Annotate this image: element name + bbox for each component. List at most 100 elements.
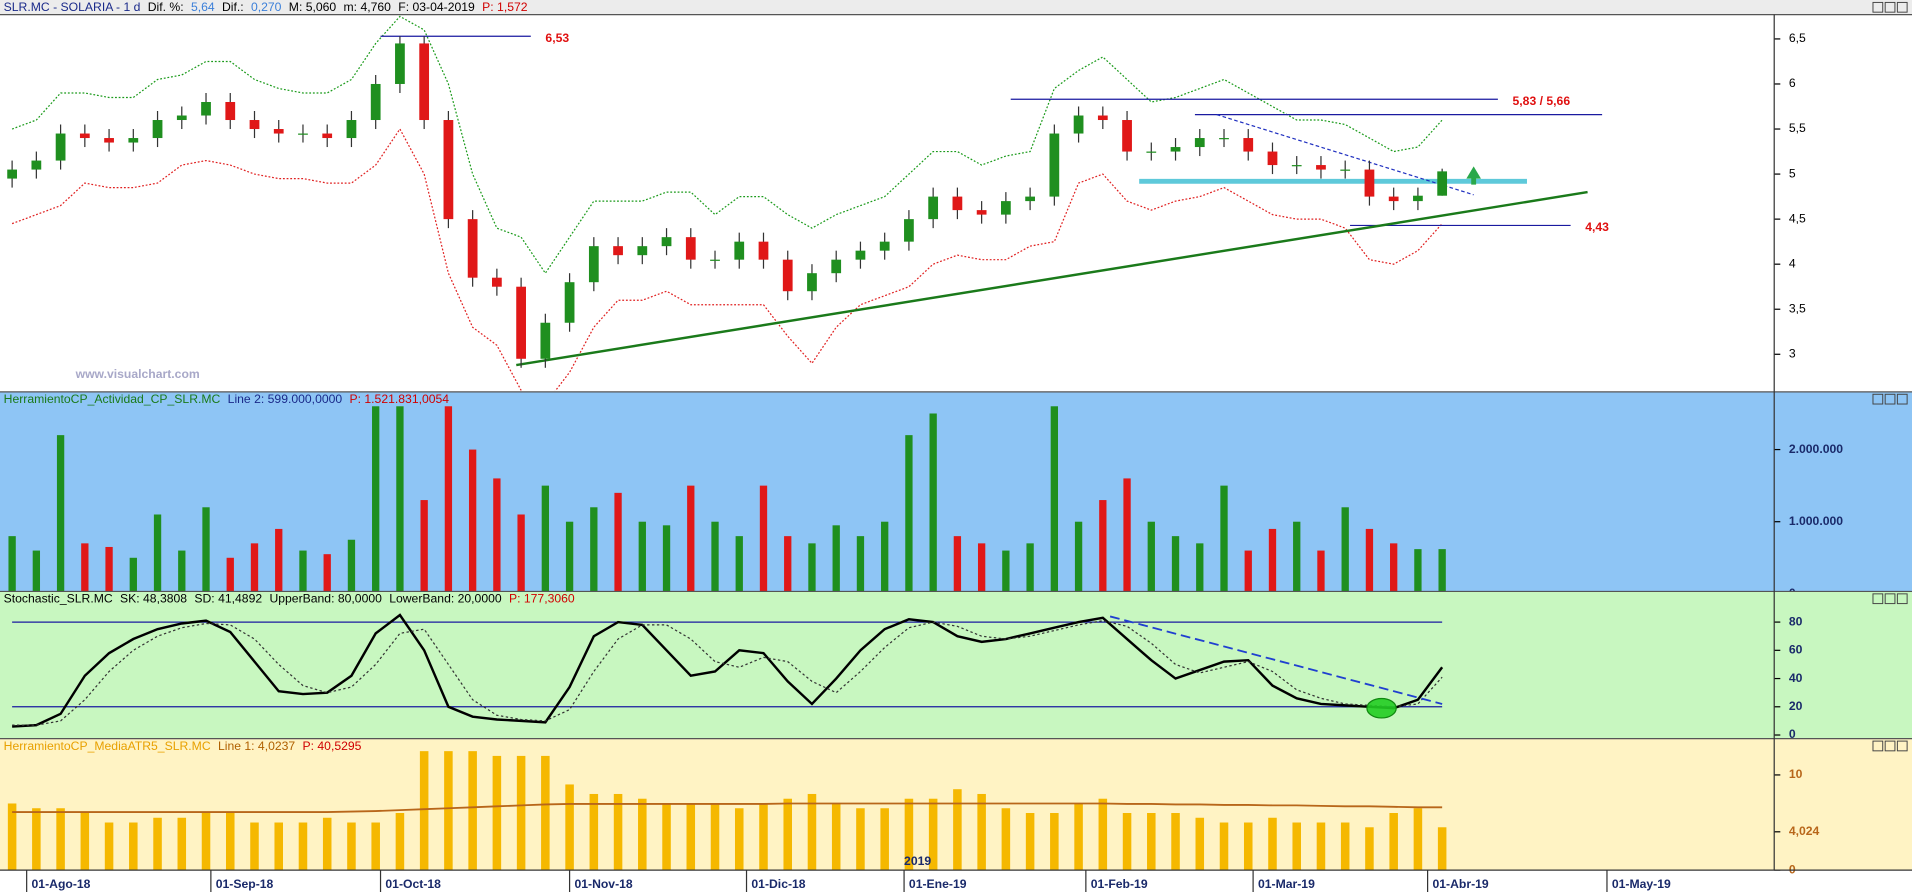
volume-bar xyxy=(1002,550,1010,592)
volume-bar xyxy=(759,485,768,592)
volume-bar xyxy=(1171,536,1180,592)
atr-bar xyxy=(1389,813,1398,871)
volume-bar xyxy=(832,525,840,592)
panel-background xyxy=(0,591,1912,739)
atr-bar xyxy=(856,808,865,871)
y-tick-label: 10 xyxy=(1789,767,1803,781)
atr-bar xyxy=(783,798,792,871)
candle-body xyxy=(952,196,963,211)
candle-body xyxy=(322,133,333,139)
volume-bar xyxy=(1220,485,1228,592)
candle-body xyxy=(710,259,720,261)
candle-body xyxy=(564,282,575,323)
x-tick-label: 01-Dic-18 xyxy=(751,877,805,891)
panel-header: M: 5,060 xyxy=(289,0,337,14)
watermark: www.visualchart.com xyxy=(75,367,200,381)
atr-bar xyxy=(710,803,720,871)
atr-bar xyxy=(153,817,162,871)
volume-bar xyxy=(105,546,113,592)
x-tick-label: 01-Sep-18 xyxy=(216,877,274,891)
x-tick-label: 01-May-19 xyxy=(1612,877,1671,891)
candle-body xyxy=(879,241,890,251)
panel-header: P: 1.521.831,0054 xyxy=(350,392,450,406)
candle-body xyxy=(298,133,308,135)
y-tick-label: 4 xyxy=(1789,256,1796,270)
atr-bar xyxy=(129,822,138,871)
candle-body xyxy=(637,246,648,256)
volume-bar xyxy=(1341,507,1349,592)
atr-bar xyxy=(1413,808,1423,871)
y-tick-label: 6,5 xyxy=(1789,31,1806,45)
y-tick-label: 5 xyxy=(1789,166,1796,180)
candle-body xyxy=(31,160,42,170)
atr-bar xyxy=(831,803,841,871)
x-tick-label: 01-Ene-19 xyxy=(909,877,967,891)
volume-bar xyxy=(1123,478,1131,592)
volume-bar xyxy=(1074,521,1083,592)
candle-body xyxy=(55,133,66,161)
volume-bar xyxy=(299,550,307,592)
volume-bar xyxy=(1317,550,1325,592)
panel-plot: www.visualchart.com 6,53 5,83 / 5,66 4,43 xyxy=(7,15,1609,391)
atr-bar xyxy=(298,822,308,871)
panel-header: SLR.MC - SOLARIA - 1 d xyxy=(4,0,141,14)
candle-body xyxy=(807,273,817,292)
volume-bar xyxy=(638,521,646,592)
y-tick-label: 0 xyxy=(1789,727,1796,741)
y-tick-label: 6 xyxy=(1789,76,1796,90)
volume-bar xyxy=(784,536,792,592)
panel-header: SK: 48,3808 xyxy=(120,592,187,606)
atr-bar xyxy=(1195,817,1205,871)
window-button xyxy=(1872,593,1884,605)
volume-bar xyxy=(347,539,356,592)
atr-bar xyxy=(589,793,599,871)
volume-bar xyxy=(444,406,453,592)
volume-bar xyxy=(372,406,380,592)
atr-bar xyxy=(322,817,332,871)
panel-header: Dif. %: xyxy=(148,0,184,14)
stoch-line xyxy=(12,620,1443,726)
volume-bar xyxy=(687,485,695,592)
atr-bar xyxy=(1098,798,1108,871)
candle-body xyxy=(346,120,357,139)
panel-header: HerramientoCP_Actividad_CP_SLR.MC xyxy=(4,392,221,406)
atr-bar xyxy=(468,751,477,871)
y-tick-label: 4,5 xyxy=(1789,211,1806,225)
candle-body xyxy=(491,277,502,287)
panel-header: P: 1,572 xyxy=(482,0,528,14)
volume-bar xyxy=(153,514,162,592)
window-button xyxy=(1884,593,1896,605)
atr-bar xyxy=(1171,813,1180,871)
volume-bar xyxy=(881,521,889,592)
volume-bar xyxy=(1099,500,1107,592)
candle-body xyxy=(831,259,842,274)
panel-header: 0,270 xyxy=(251,0,282,14)
atr-bar xyxy=(56,808,65,871)
panel-header: SD: 41,4892 xyxy=(194,592,262,606)
candle-body xyxy=(249,120,260,130)
panel-header: UpperBand: 80,0000 xyxy=(269,592,382,606)
panel-header: 5,64 xyxy=(191,0,215,14)
volume-bar xyxy=(1196,543,1204,592)
atr-bar xyxy=(953,789,962,871)
candle-body xyxy=(443,120,454,220)
volume-bar xyxy=(1414,549,1422,592)
candle-body xyxy=(1194,138,1205,148)
atr-bar xyxy=(104,822,114,871)
candle-body xyxy=(1437,171,1448,196)
y-tick-label: 3,5 xyxy=(1789,301,1806,315)
volume-bar xyxy=(565,521,574,592)
atr-bar xyxy=(1316,822,1326,871)
atr-bar xyxy=(880,808,889,871)
atr-bar xyxy=(565,784,574,871)
candle-body xyxy=(152,120,163,139)
atr-bar xyxy=(7,803,17,871)
panel-header: m: 4,760 xyxy=(344,0,392,14)
volume-bar xyxy=(8,536,16,592)
candle-body xyxy=(1170,147,1181,152)
panel-header: Stochastic_SLR.MC xyxy=(4,592,113,606)
candle-body xyxy=(467,219,478,278)
trend-line xyxy=(1216,114,1474,196)
window-button xyxy=(1884,1,1896,13)
panel-plot xyxy=(7,751,1447,871)
